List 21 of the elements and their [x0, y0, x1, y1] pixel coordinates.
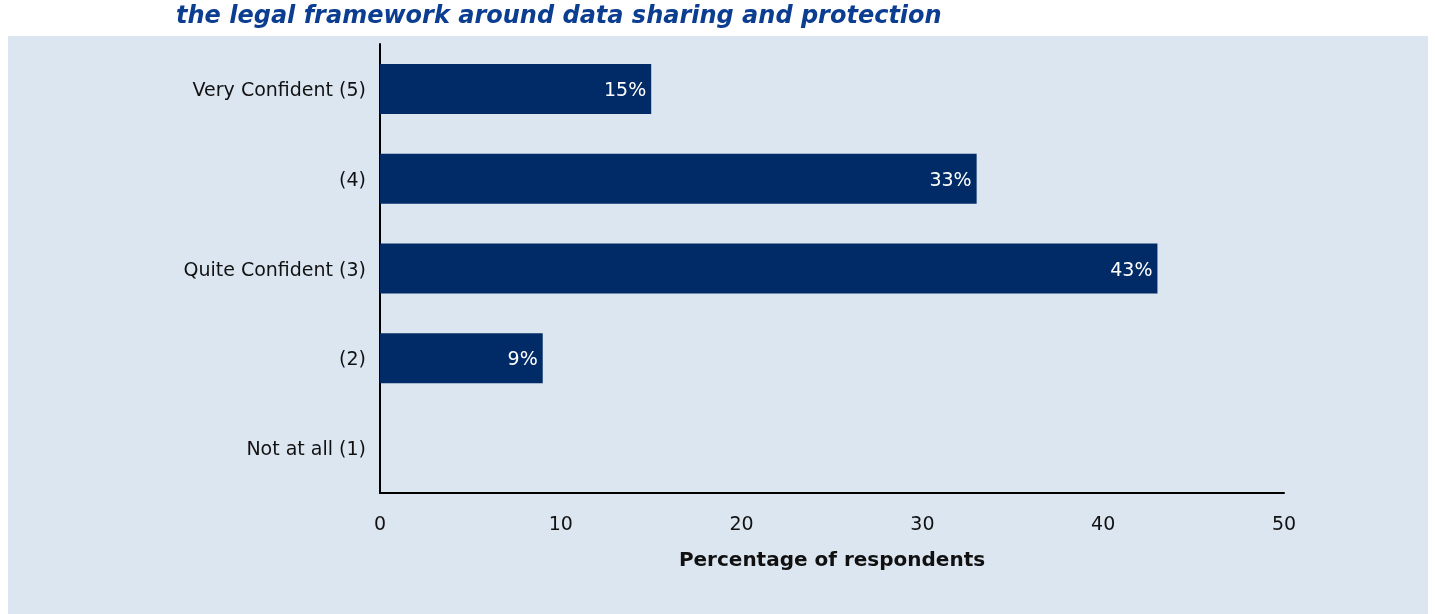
- y-tick-label: Quite Confident (3): [183, 257, 366, 280]
- y-tick-label: (2): [339, 347, 366, 370]
- y-tick-label: Not at all (1): [246, 437, 366, 460]
- bar: [380, 153, 977, 204]
- x-tick-label: 30: [910, 511, 935, 534]
- bar: [380, 63, 652, 114]
- x-tick-label: 10: [548, 511, 573, 534]
- bar: [380, 333, 543, 384]
- x-tick-label: 50: [1271, 511, 1297, 534]
- x-axis-title: Percentage of respondents: [678, 547, 986, 571]
- chart-title: the legal framework around data sharing and protection: [175, 0, 943, 31]
- x-tick-label: 0: [373, 511, 387, 534]
- bar: [380, 243, 1158, 294]
- x-tick-label: 20: [729, 511, 754, 534]
- data-label: 43%: [1110, 257, 1153, 280]
- data-label: 9%: [507, 347, 538, 370]
- y-tick-label: Very Confident (5): [192, 77, 366, 100]
- data-label: 33%: [929, 167, 972, 190]
- x-tick-label: 40: [1091, 511, 1116, 534]
- y-tick-label: (4): [339, 167, 366, 190]
- data-label: 15%: [603, 77, 647, 100]
